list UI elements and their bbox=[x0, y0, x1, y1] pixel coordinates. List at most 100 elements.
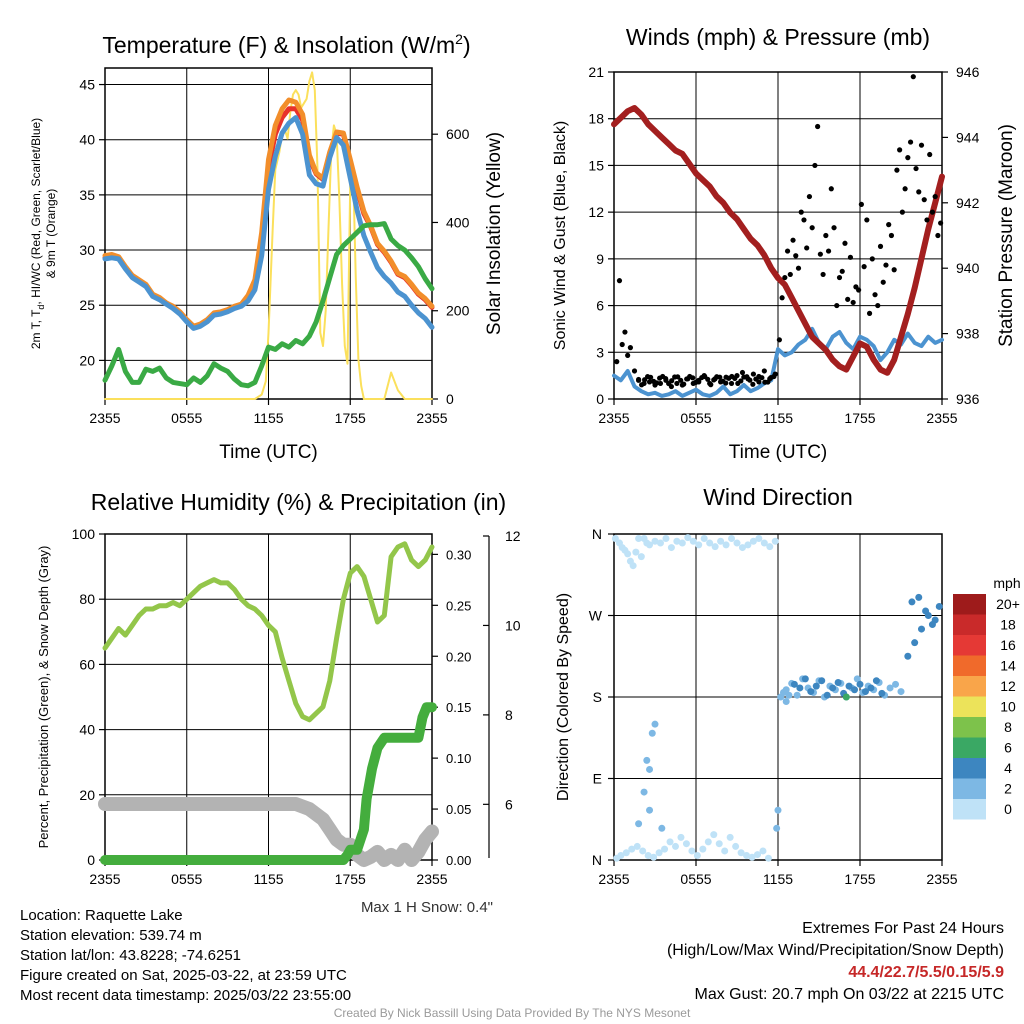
gust-point bbox=[913, 165, 919, 172]
gust-point bbox=[847, 254, 854, 260]
direction-point bbox=[611, 535, 619, 543]
gust-point bbox=[864, 217, 870, 223]
y2-tick-label: 0.30 bbox=[446, 547, 471, 562]
direction-point bbox=[886, 684, 894, 692]
y-tick-label: E bbox=[593, 771, 602, 787]
direction-point bbox=[662, 535, 670, 543]
direction-point bbox=[853, 675, 861, 683]
snow-tick-label: 12 bbox=[505, 528, 521, 544]
y2-tick-label: 942 bbox=[956, 195, 980, 211]
gust-point bbox=[646, 379, 653, 385]
legend-label: 10 bbox=[1000, 699, 1016, 715]
direction-point bbox=[755, 535, 763, 543]
gust-point bbox=[856, 287, 862, 293]
direction-point bbox=[677, 833, 685, 841]
gust-point bbox=[815, 123, 821, 130]
direction-point bbox=[904, 652, 912, 660]
legend-swatch bbox=[953, 778, 986, 799]
direction-point bbox=[823, 691, 831, 699]
gust-point bbox=[787, 271, 793, 278]
direction-point bbox=[748, 853, 756, 861]
direction-point bbox=[785, 691, 793, 699]
direction-point bbox=[744, 541, 752, 549]
y-tick-label: 100 bbox=[72, 526, 96, 542]
y-tick-label: 35 bbox=[79, 187, 95, 203]
gust-point bbox=[869, 256, 875, 262]
y-tick-label: 6 bbox=[596, 298, 604, 314]
y2-tick-label: 944 bbox=[956, 129, 980, 145]
direction-point bbox=[749, 537, 757, 545]
gust-point bbox=[918, 142, 925, 148]
y-tick-label: N bbox=[592, 526, 602, 542]
gust-point bbox=[732, 375, 738, 382]
direction-point bbox=[771, 537, 779, 545]
x-tick-label: 1155 bbox=[763, 871, 793, 887]
x-tick-label: 2355 bbox=[89, 871, 120, 887]
gust-point bbox=[834, 302, 840, 309]
y-tick-label: 45 bbox=[79, 77, 95, 93]
direction-point bbox=[856, 680, 864, 688]
recent-text: Most recent data timestamp: 2025/03/22 2… bbox=[20, 987, 352, 1004]
y2-tick-label: 0.05 bbox=[446, 802, 471, 817]
direction-point bbox=[892, 680, 900, 688]
direction-point bbox=[897, 688, 905, 696]
direction-point bbox=[774, 806, 782, 814]
direction-point bbox=[648, 729, 656, 737]
direction-point bbox=[851, 686, 859, 694]
x-axis-label: Time (UTC) bbox=[729, 442, 828, 463]
direction-point bbox=[617, 851, 625, 859]
direction-point bbox=[695, 541, 703, 549]
direction-point bbox=[706, 539, 714, 547]
chart-title: Temperature (F) & Insolation (W/m2) bbox=[102, 31, 470, 58]
gust-point bbox=[935, 232, 941, 239]
direction-point bbox=[651, 537, 659, 545]
legend-label: 16 bbox=[1000, 637, 1016, 653]
gust-point bbox=[907, 139, 914, 145]
legend-title: mph bbox=[993, 575, 1020, 591]
direction-point bbox=[845, 682, 853, 690]
legend-label: 18 bbox=[1000, 617, 1016, 633]
y-tick-label: 20 bbox=[79, 787, 95, 803]
y2-tick-label: 0 bbox=[446, 391, 454, 407]
station-info: Location: Raquette Lake Station elevatio… bbox=[20, 906, 351, 1006]
direction-point bbox=[632, 548, 640, 556]
gust-point bbox=[891, 267, 897, 273]
gust-point bbox=[801, 217, 807, 223]
gust-point bbox=[883, 262, 889, 268]
direction-point bbox=[717, 537, 725, 545]
gust-point bbox=[804, 245, 810, 251]
direction-point bbox=[640, 788, 648, 796]
legend-label: 20+ bbox=[996, 596, 1020, 612]
direction-point bbox=[711, 543, 719, 551]
y2-tick-label: 0.25 bbox=[446, 598, 471, 613]
gust-point bbox=[669, 378, 675, 384]
legend-swatch bbox=[953, 717, 986, 738]
gust-point bbox=[750, 371, 757, 377]
x-axis-label: Time (UTC) bbox=[219, 442, 318, 463]
direction-point bbox=[682, 840, 690, 848]
direction-point bbox=[842, 693, 850, 701]
location-text: Location: Raquette Lake bbox=[20, 907, 183, 924]
legend-label: 6 bbox=[1004, 740, 1012, 756]
chart-title: Wind Direction bbox=[703, 484, 853, 510]
gust-point bbox=[825, 248, 832, 254]
direction-point bbox=[661, 845, 669, 853]
x-tick-label: 1755 bbox=[844, 871, 875, 887]
gust-point bbox=[616, 278, 623, 284]
y-tick-label: 25 bbox=[79, 297, 95, 313]
direction-point bbox=[721, 847, 729, 855]
gust-point bbox=[625, 352, 631, 358]
extremes-panel: Extremes For Past 24 Hours (High/Low/Max… bbox=[667, 918, 1004, 1006]
direction-point bbox=[673, 537, 681, 545]
gust-point bbox=[809, 225, 815, 231]
gust-point bbox=[717, 374, 723, 380]
y-tick-label: 0 bbox=[87, 852, 95, 868]
y-tick-label: 3 bbox=[596, 344, 604, 360]
series-line-0 bbox=[612, 326, 944, 398]
x-tick-label: 2355 bbox=[416, 871, 447, 887]
direction-point bbox=[733, 539, 741, 547]
gust-point bbox=[858, 201, 864, 207]
gust-point bbox=[739, 369, 746, 376]
direction-point bbox=[867, 684, 875, 692]
x-tick-label: 2355 bbox=[89, 410, 120, 426]
